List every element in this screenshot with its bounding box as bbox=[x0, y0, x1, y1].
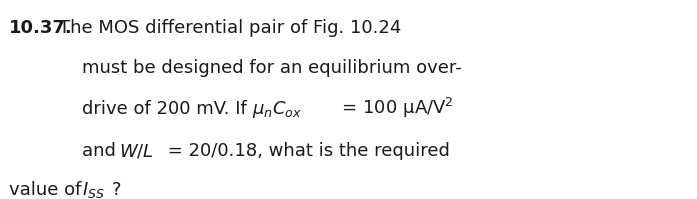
Text: and: and bbox=[82, 142, 122, 160]
Text: drive of 200 mV. If: drive of 200 mV. If bbox=[82, 100, 253, 118]
Text: $W/L$: $W/L$ bbox=[119, 142, 154, 160]
Text: must be designed for an equilibrium over-: must be designed for an equilibrium over… bbox=[82, 59, 462, 77]
Text: ?: ? bbox=[112, 181, 122, 199]
Text: = 100 μA/V$^2$: = 100 μA/V$^2$ bbox=[336, 96, 454, 120]
Text: value of: value of bbox=[9, 181, 87, 199]
Text: = 20/0.18, what is the required: = 20/0.18, what is the required bbox=[162, 142, 450, 160]
Text: $\mu_n C_{ox}$: $\mu_n C_{ox}$ bbox=[252, 100, 302, 120]
Text: 10.37.: 10.37. bbox=[9, 19, 72, 37]
Text: The MOS differential pair of Fig. 10.24: The MOS differential pair of Fig. 10.24 bbox=[59, 19, 401, 37]
Text: $I_{SS}$: $I_{SS}$ bbox=[82, 180, 105, 199]
